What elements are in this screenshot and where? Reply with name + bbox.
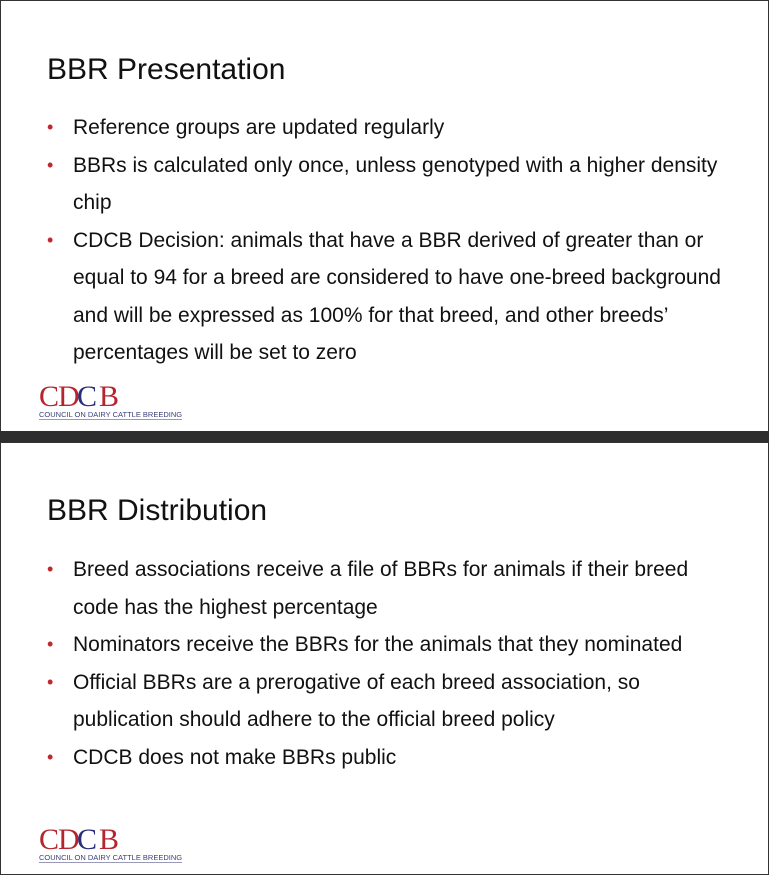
slide-bbr-distribution: BBR Distribution • Breed associations rec… bbox=[0, 442, 769, 875]
bullet-text: BBRs is calculated only once, unless gen… bbox=[73, 153, 718, 215]
logo-subtitle: COUNCIL ON DAIRY CATTLE BREEDING bbox=[39, 853, 183, 863]
bullet-item: • Nominators receive the BBRs for the ani… bbox=[47, 626, 737, 664]
slide-separator bbox=[0, 431, 769, 442]
svg-text:D: D bbox=[58, 823, 80, 853]
svg-text:C: C bbox=[39, 823, 59, 853]
bullet-item: • Official BBRs are a prerogative of each… bbox=[47, 664, 737, 739]
svg-text:D: D bbox=[58, 380, 80, 410]
logo-subtitle: COUNCIL ON DAIRY CATTLE BREEDING bbox=[39, 410, 183, 420]
bullet-text: Nominators receive the BBRs for the anim… bbox=[73, 633, 683, 656]
bullet-item: • Reference groups are updated regularly bbox=[47, 109, 737, 147]
bullet-text: Breed associations receive a file of BBR… bbox=[73, 558, 689, 619]
bullet-icon: • bbox=[47, 229, 54, 250]
slide-bbr-presentation: BBR Presentation • Reference groups are u… bbox=[0, 0, 769, 432]
bullet-item: • BBRs is calculated only once, unless ge… bbox=[47, 147, 737, 222]
svg-text:C: C bbox=[77, 380, 97, 410]
bullet-text: Official BBRs are a prerogative of each … bbox=[73, 670, 640, 732]
bullet-icon: • bbox=[47, 559, 54, 579]
bullet-item: • Breed associations receive a file of BB… bbox=[47, 551, 737, 626]
bullet-icon: • bbox=[47, 746, 54, 767]
bullet-item: • CDCB does not make BBRs public bbox=[47, 739, 737, 777]
bullet-item: • CDCB Decision: animals that have a BBR … bbox=[47, 222, 737, 372]
bullet-icon: • bbox=[47, 154, 54, 175]
bullet-text: Reference groups are updated regularly bbox=[73, 116, 445, 139]
svg-text:B: B bbox=[99, 823, 119, 853]
svg-text:B: B bbox=[99, 380, 119, 410]
bullet-list: • Breed associations receive a file of BB… bbox=[47, 551, 737, 776]
svg-text:C: C bbox=[77, 823, 97, 853]
bullet-icon: • bbox=[47, 634, 54, 654]
svg-text:C: C bbox=[39, 380, 59, 410]
bullet-text: CDCB does not make BBRs public bbox=[73, 745, 397, 769]
cdcb-logo: C D C B bbox=[39, 380, 119, 410]
bullet-list: • Reference groups are updated regularly … bbox=[47, 109, 737, 372]
cdcb-logo: C D C B bbox=[39, 823, 119, 853]
bullet-text: CDCB Decision: animals that have a BBR d… bbox=[73, 228, 721, 365]
bullet-icon: • bbox=[47, 117, 54, 137]
bullet-icon: • bbox=[47, 671, 54, 692]
slide-title: BBR Distribution bbox=[47, 494, 268, 527]
slide-title: BBR Presentation bbox=[47, 53, 286, 86]
